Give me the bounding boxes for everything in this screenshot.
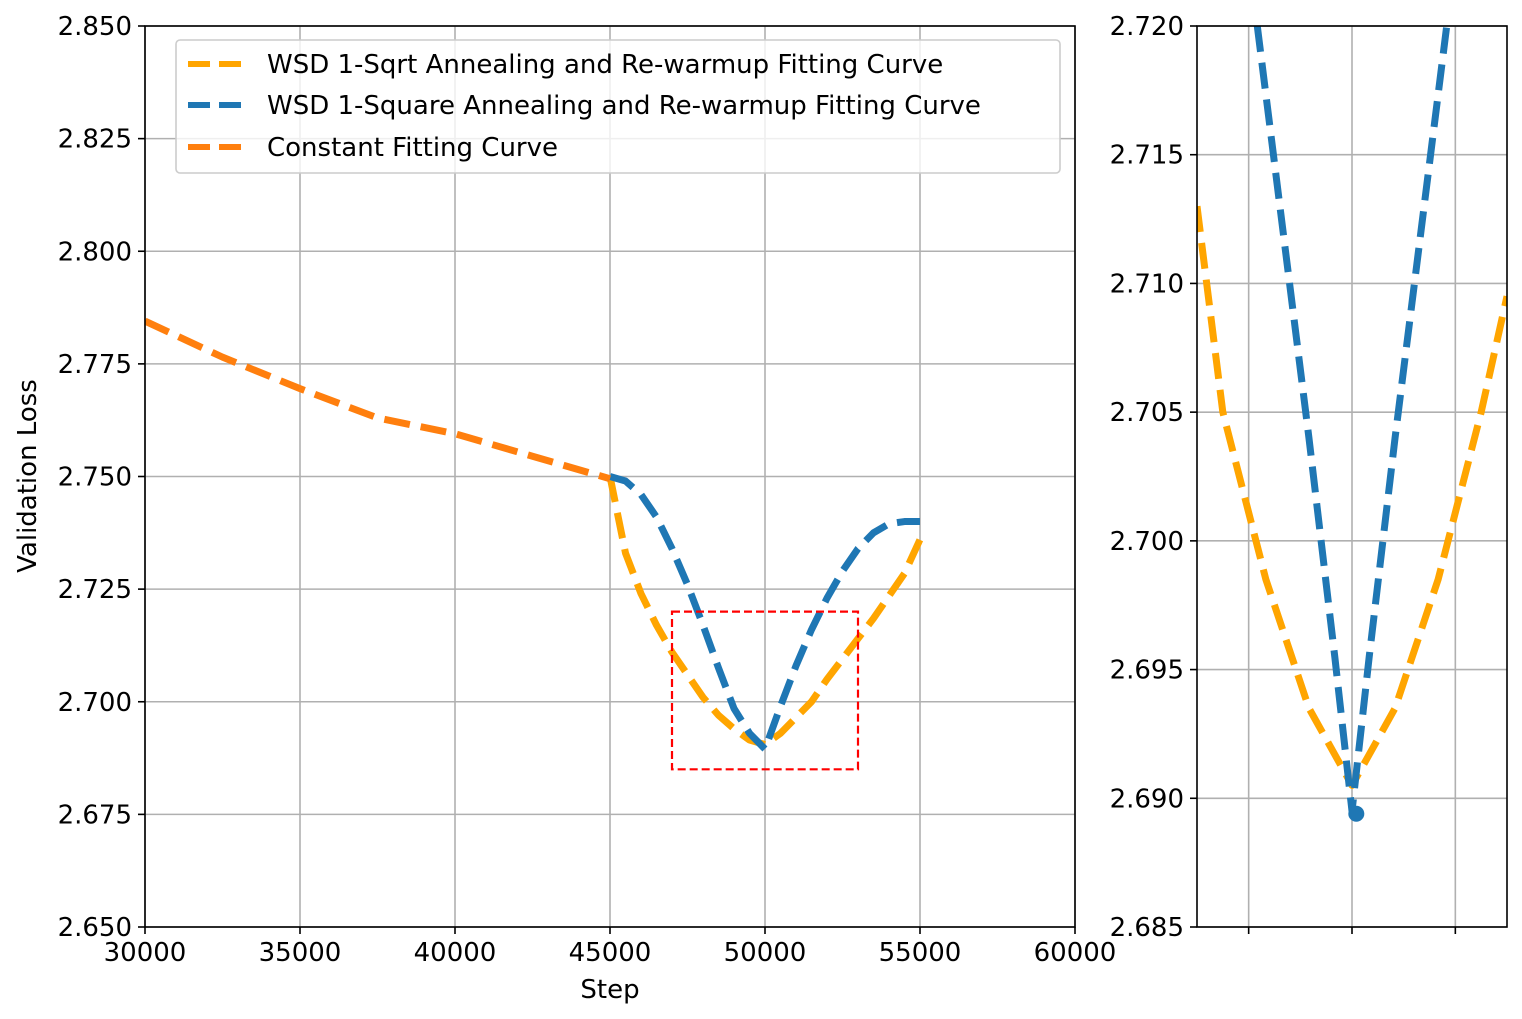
zoom-series-group: [1197, 26, 1507, 822]
main-series-constant-fitting-curve: [145, 317, 611, 483]
y-axis-label: Validation Loss: [13, 379, 43, 573]
zoom-ytick-label: 2.720: [1110, 12, 1184, 42]
zoom-ytick-label: 2.710: [1110, 269, 1184, 299]
zoom-ytick-label: 2.715: [1110, 141, 1184, 171]
main-xtick-label: 35000: [259, 938, 342, 968]
zoom-ticks: 2.685 2.690 2.695 2.700 2.705 2.710 2.715 2.720: [1110, 12, 1457, 943]
zoom-ytick-label: 2.705: [1110, 398, 1184, 428]
legend-label-square: WSD 1-Square Annealing and Re-warmup Fit…: [267, 91, 981, 121]
main-chart: 30000 35000 40000 45000 50000 55000 60000 2.650…: [13, 12, 1116, 1005]
main-ytick-label: 2.775: [58, 350, 132, 380]
main-xtick-label: 45000: [569, 938, 652, 968]
legend-label-constant: Constant Fitting Curve: [267, 133, 558, 163]
main-xtick-label: 55000: [879, 938, 962, 968]
main-ytick-label: 2.825: [58, 125, 132, 155]
main-xtick-label: 40000: [414, 938, 497, 968]
main-plot-area: [145, 317, 924, 753]
main-series-group: [145, 317, 924, 753]
main-ticks: 30000 35000 40000 45000 50000 55000 60000 2.650…: [58, 12, 1117, 968]
legend-label-sqrt: WSD 1-Sqrt Annealing and Re-warmup Fitti…: [267, 50, 943, 80]
main-xtick-label: 30000: [104, 938, 187, 968]
zoom-ytick-label: 2.685: [1110, 913, 1184, 943]
main-series-wsd-1-square-annealing-and-re-warmup-fitting-curve: [609, 473, 920, 753]
zoom-minimum-marker: [1348, 805, 1365, 822]
main-annotations: [670, 610, 860, 771]
main-ytick-label: 2.800: [58, 237, 132, 267]
main-ytick-label: 2.850: [58, 12, 132, 42]
x-axis-label: Step: [580, 975, 639, 1005]
main-series-wsd-1-sqrt-annealing-and-re-warmup-fitting-curve: [606, 475, 924, 749]
main-ytick-label: 2.750: [58, 463, 132, 493]
zoom-chart: 2.685 2.690 2.695 2.700 2.705 2.710 2.715 2.720: [1110, 12, 1508, 943]
legend: WSD 1-Sqrt Annealing and Re-warmup Fitti…: [175, 39, 1061, 174]
zoom-plot-area: [1197, 26, 1507, 822]
legend-box: [175, 39, 1061, 174]
zoom-ytick-label: 2.700: [1110, 527, 1184, 557]
main-ytick-label: 2.650: [58, 913, 132, 943]
main-xtick-label: 60000: [1034, 938, 1117, 968]
main-ytick-label: 2.700: [58, 688, 132, 718]
zoom-region-box: [670, 610, 860, 771]
zoom-grid: [1197, 25, 1507, 928]
zoom-ytick-label: 2.695: [1110, 656, 1184, 686]
main-ytick-label: 2.675: [58, 800, 132, 830]
main-xtick-label: 50000: [724, 938, 807, 968]
main-ytick-label: 2.725: [58, 575, 132, 605]
zoom-ytick-label: 2.690: [1110, 784, 1184, 814]
